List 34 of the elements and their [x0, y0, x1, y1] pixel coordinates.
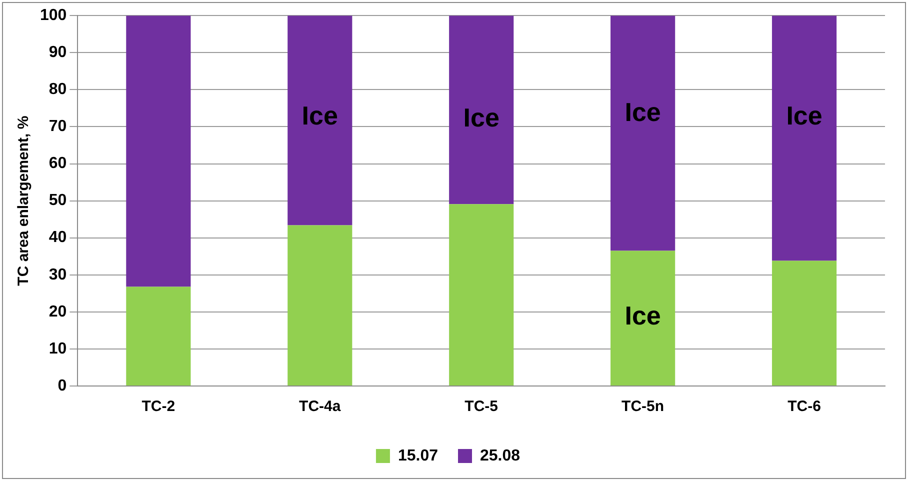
x-tick-label: TC-5n	[622, 398, 664, 416]
bar	[126, 286, 191, 386]
y-tick-label: 60	[48, 155, 67, 172]
y-tick-label: 70	[48, 118, 67, 136]
legend-label: 15.07	[398, 447, 438, 464]
x-tick-label: TC-2	[142, 398, 176, 416]
annotation: Ice	[624, 300, 661, 331]
annotation: Ice	[463, 102, 500, 132]
bar	[772, 16, 837, 261]
annotation: Ice	[786, 100, 822, 131]
bar	[288, 225, 352, 386]
y-tick-label: 100	[40, 7, 67, 24]
annotation: Ice	[624, 96, 661, 127]
y-tick-label: 10	[48, 340, 67, 358]
y-axis-title: TC area enlargement, %	[15, 116, 32, 286]
x-tick-label: TC-6	[788, 398, 821, 416]
bar	[449, 16, 514, 204]
bar	[449, 204, 514, 386]
x-tick-label: TC-5	[464, 398, 498, 416]
bar	[610, 16, 676, 251]
y-tick-label: 30	[48, 266, 67, 284]
legend-label: 25.08	[480, 447, 520, 464]
y-tick-label: 40	[48, 229, 67, 246]
bar	[610, 250, 676, 386]
y-tick-label: 80	[48, 81, 67, 98]
y-tick-label: 20	[48, 303, 67, 320]
y-tick-label: 90	[48, 44, 67, 62]
x-tick-label: TC-4a	[299, 398, 342, 416]
annotation: Ice	[302, 100, 338, 131]
y-tick-label: 50	[48, 192, 67, 210]
y-tick-label: 0	[58, 377, 67, 394]
bar	[126, 16, 191, 287]
bar	[288, 16, 352, 226]
bar	[772, 260, 837, 386]
